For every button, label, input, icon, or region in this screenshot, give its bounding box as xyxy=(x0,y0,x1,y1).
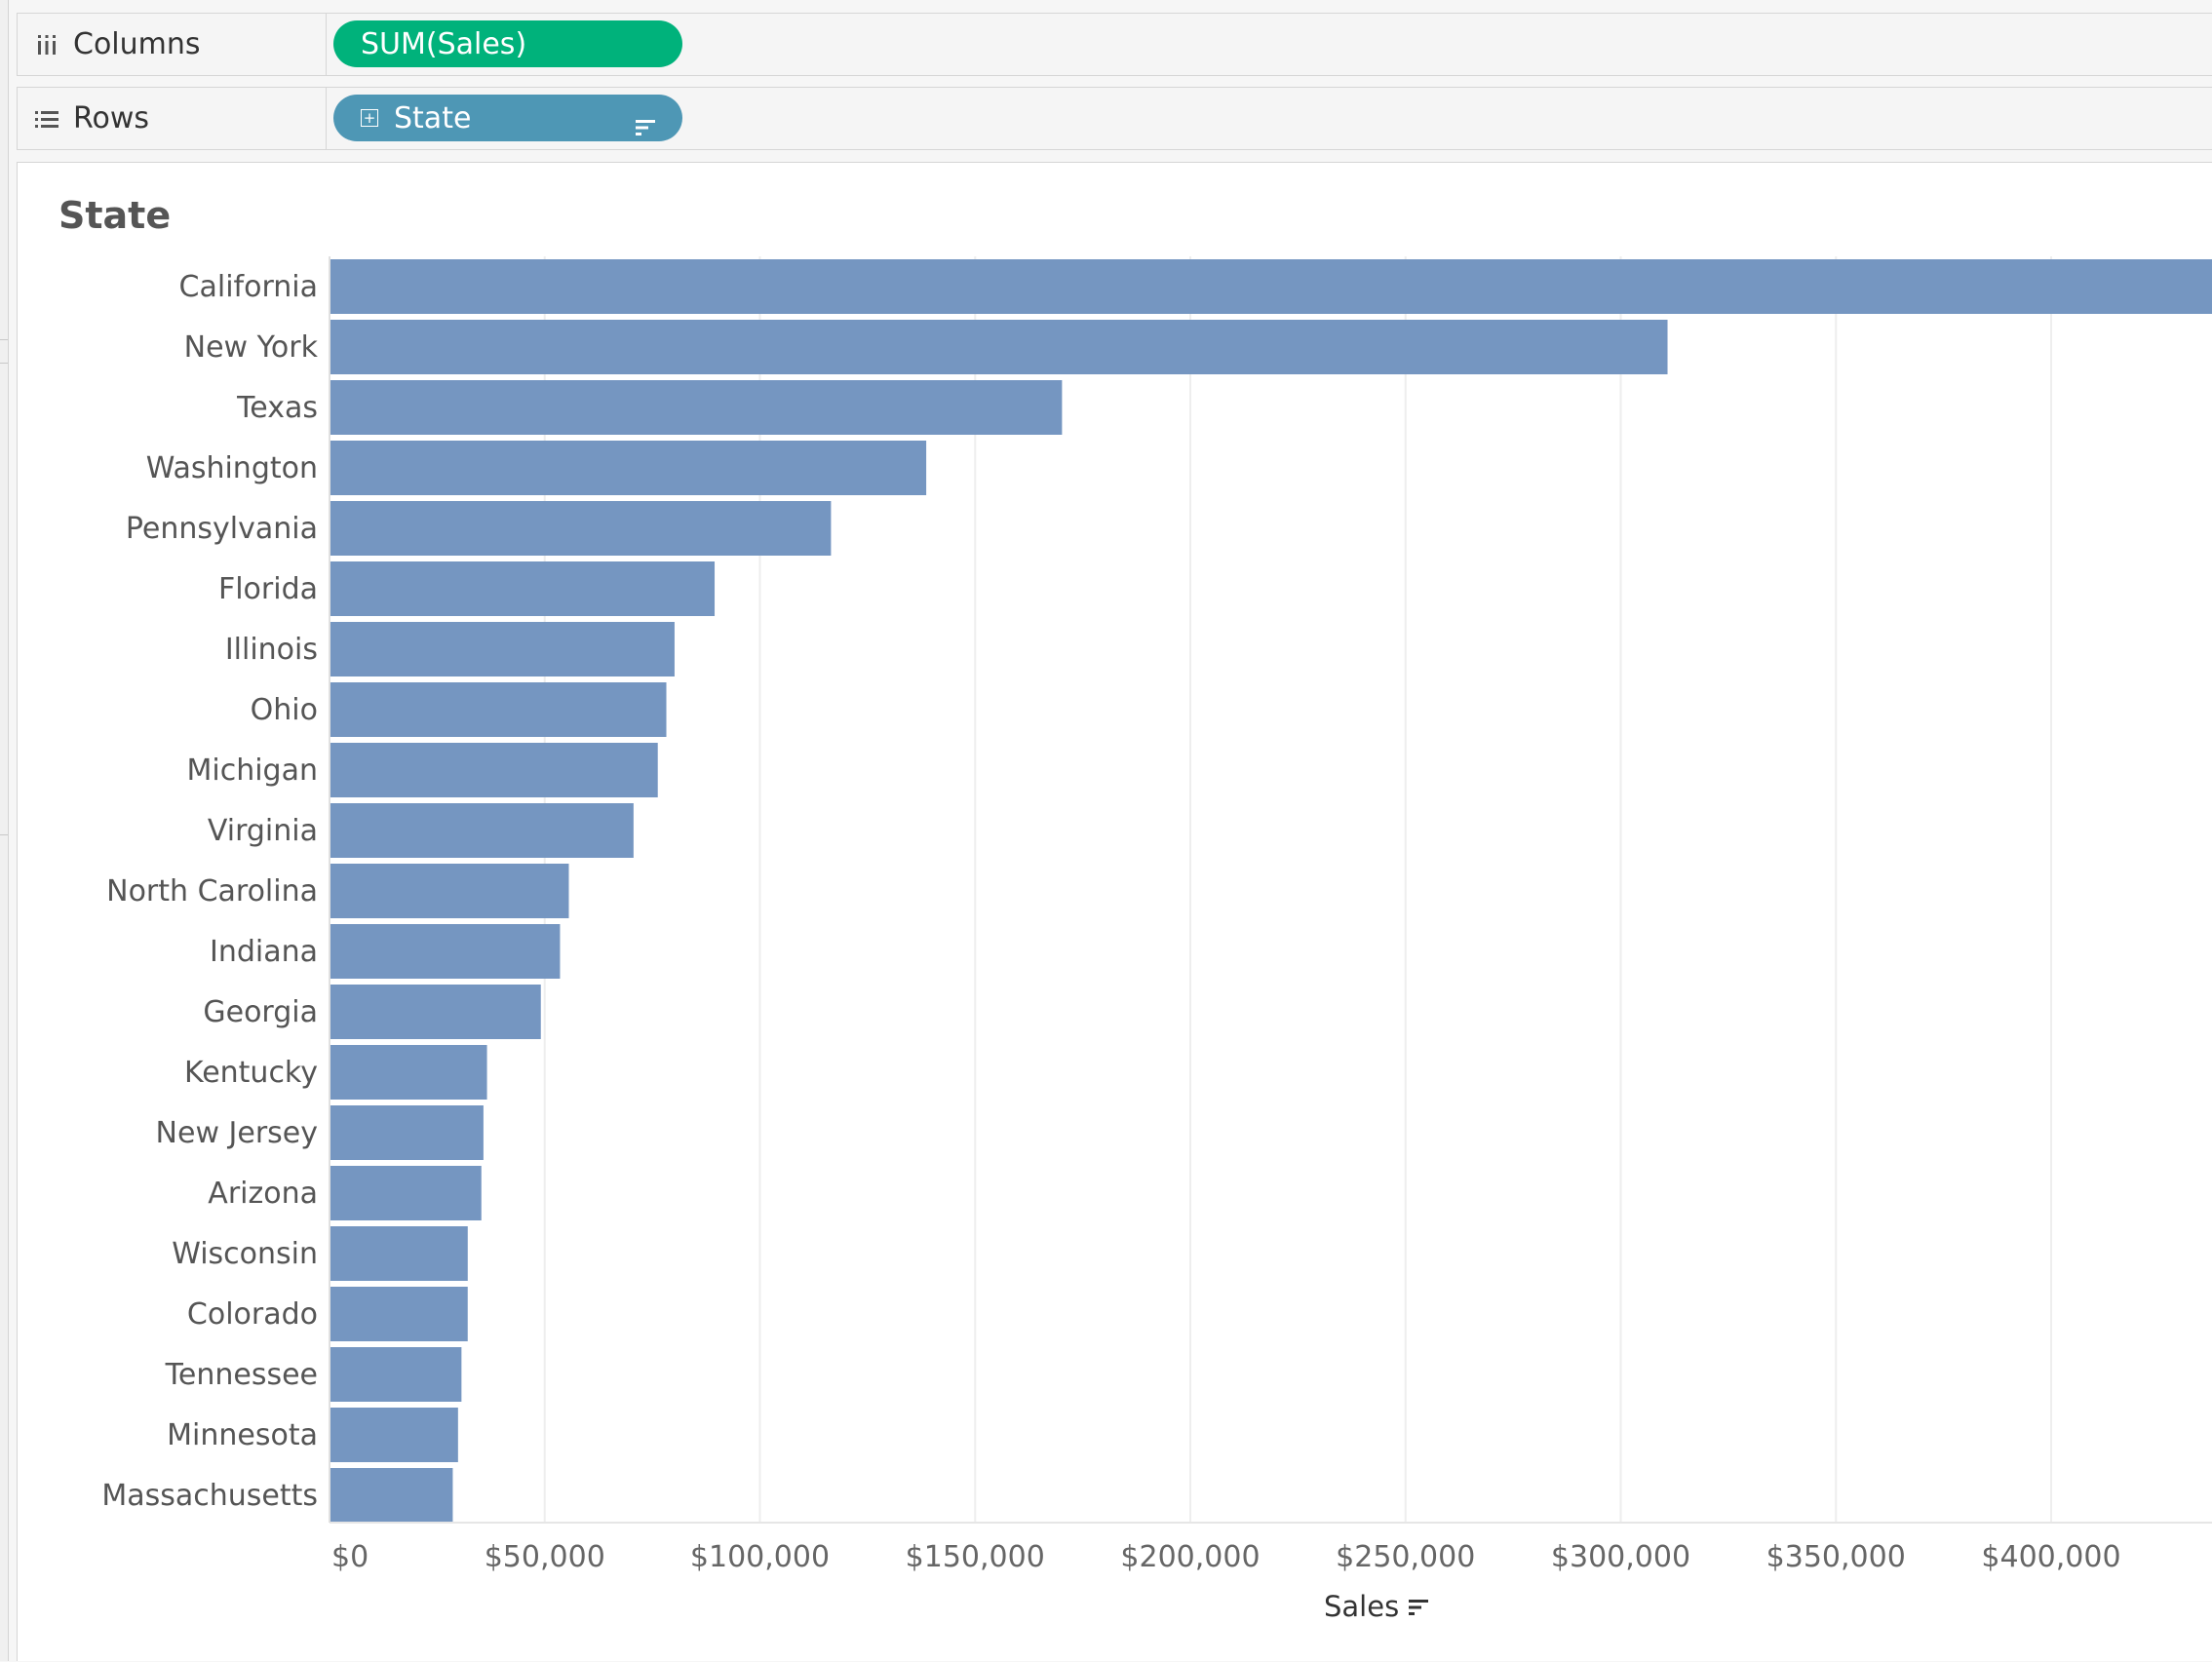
category-label: Massachusetts xyxy=(101,1479,318,1513)
category-label: Virginia xyxy=(208,814,318,848)
bar-colorado[interactable] xyxy=(330,1287,468,1341)
rows-icon xyxy=(34,108,59,130)
category-label: Washington xyxy=(146,451,318,485)
category-label: Michigan xyxy=(186,754,318,788)
x-tick-label: $100,000 xyxy=(690,1540,830,1574)
sort-descending-icon[interactable] xyxy=(1409,1590,1430,1623)
state-pill-label: State xyxy=(394,100,472,135)
category-label: Minnesota xyxy=(167,1418,318,1452)
bar-kentucky[interactable] xyxy=(330,1045,487,1100)
bar-florida[interactable] xyxy=(330,561,716,616)
bar-new-york[interactable] xyxy=(330,320,1668,374)
bar-michigan[interactable] xyxy=(330,743,658,797)
category-label: Pennsylvania xyxy=(126,512,318,546)
bar-washington[interactable] xyxy=(330,441,927,495)
bar-arizona[interactable] xyxy=(330,1166,482,1220)
bar-indiana[interactable] xyxy=(330,924,561,979)
sum-sales-pill-label: SUM(Sales) xyxy=(361,26,527,61)
bar-tennessee[interactable] xyxy=(330,1347,462,1402)
category-label: Kentucky xyxy=(184,1056,318,1090)
category-label: Texas xyxy=(236,391,318,425)
chart-pane: State California New York Texas Washington P… xyxy=(17,162,2212,1661)
columns-shelf[interactable]: Columns SUM(Sales) xyxy=(17,13,2212,76)
bar-virginia[interactable] xyxy=(330,803,634,858)
category-label: New York xyxy=(184,330,319,365)
bar-massachusetts[interactable] xyxy=(330,1468,453,1523)
panel-divider xyxy=(0,363,8,364)
columns-shelf-label: Columns xyxy=(18,14,327,75)
columns-icon xyxy=(34,33,59,57)
bar-california[interactable] xyxy=(330,259,2212,314)
x-tick-label: $200,000 xyxy=(1120,1540,1260,1574)
x-tick-label: $300,000 xyxy=(1551,1540,1690,1574)
category-label: Georgia xyxy=(203,995,318,1029)
category-label: New Jersey xyxy=(156,1116,318,1150)
category-label: California xyxy=(179,270,318,304)
bar-new-jersey[interactable] xyxy=(330,1105,484,1160)
category-label: Colorado xyxy=(187,1297,318,1332)
category-label: Florida xyxy=(218,572,318,606)
bar-illinois[interactable] xyxy=(330,622,675,676)
bar-minnesota[interactable] xyxy=(330,1408,458,1462)
state-pill[interactable]: + State xyxy=(333,95,682,141)
columns-label: Columns xyxy=(73,27,201,61)
x-axis-title[interactable]: Sales xyxy=(1324,1590,1430,1623)
category-label: Tennessee xyxy=(165,1358,318,1392)
x-tick-label: $250,000 xyxy=(1336,1540,1475,1574)
bar-north-carolina[interactable] xyxy=(330,864,569,918)
rows-shelf-label: Rows xyxy=(18,88,327,149)
rows-shelf[interactable]: Rows + State xyxy=(17,87,2212,150)
category-label: Wisconsin xyxy=(172,1237,318,1271)
x-tick-label: $50,000 xyxy=(485,1540,605,1574)
x-tick-label: $350,000 xyxy=(1766,1540,1906,1574)
rows-label: Rows xyxy=(73,101,150,135)
x-tick-label: $150,000 xyxy=(906,1540,1045,1574)
sum-sales-pill[interactable]: SUM(Sales) xyxy=(333,20,682,67)
bar-ohio[interactable] xyxy=(330,682,667,737)
bar-chart: California New York Texas Washington Pennsyl… xyxy=(101,256,2212,1574)
category-label: North Carolina xyxy=(106,874,318,908)
row-header-state: State xyxy=(58,194,172,237)
x-tick-label: $0 xyxy=(331,1540,369,1574)
bar-georgia[interactable] xyxy=(330,985,541,1039)
category-label: Ohio xyxy=(251,693,318,727)
x-tick-label: $400,000 xyxy=(1981,1540,2120,1574)
panel-divider xyxy=(0,339,8,340)
left-edge-panel xyxy=(0,0,9,1661)
expand-plus-icon[interactable]: + xyxy=(361,109,378,127)
category-label: Indiana xyxy=(210,935,318,969)
x-axis-title-label: Sales xyxy=(1324,1590,1400,1623)
category-label: Illinois xyxy=(225,633,318,667)
category-label: Arizona xyxy=(208,1177,318,1211)
bar-wisconsin[interactable] xyxy=(330,1226,468,1281)
bar-pennsylvania[interactable] xyxy=(330,501,832,556)
panel-divider xyxy=(0,834,8,835)
bar-texas[interactable] xyxy=(330,380,1063,435)
sort-descending-icon[interactable] xyxy=(636,110,657,144)
